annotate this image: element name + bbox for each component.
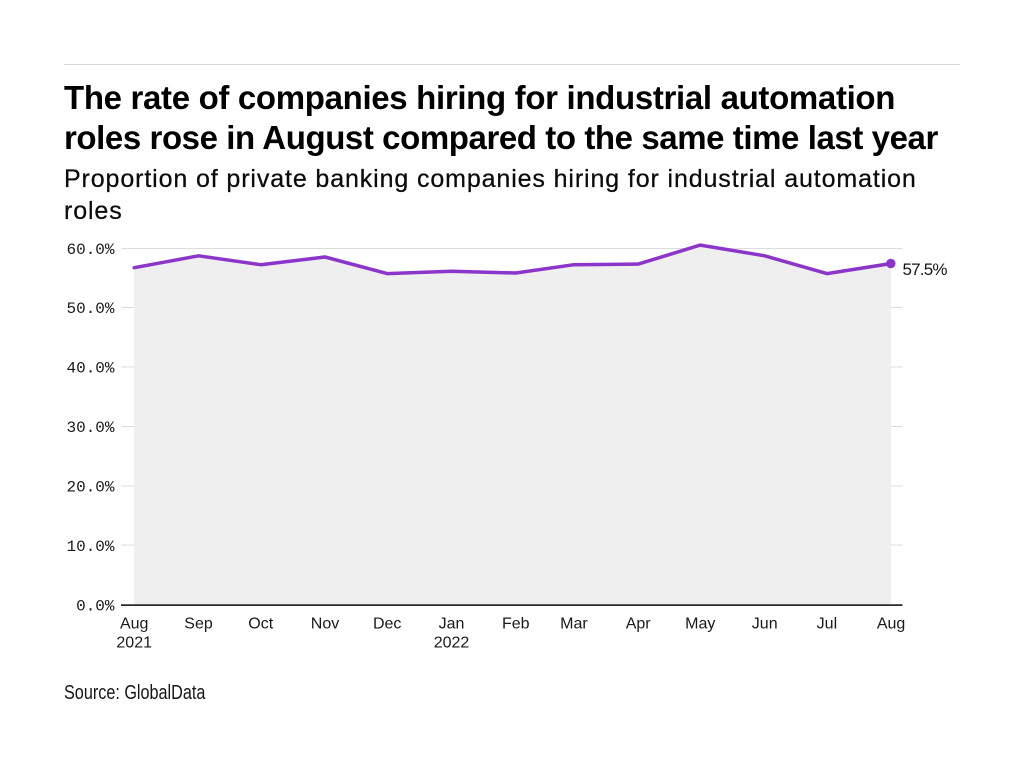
svg-text:50.0%: 50.0% xyxy=(66,300,114,318)
svg-text:10.0%: 10.0% xyxy=(66,538,114,556)
svg-text:Feb: Feb xyxy=(502,615,530,632)
svg-text:Jun: Jun xyxy=(752,615,778,632)
svg-text:Oct: Oct xyxy=(248,615,273,632)
svg-text:0.0%: 0.0% xyxy=(76,597,115,615)
svg-text:20.0%: 20.0% xyxy=(66,479,114,497)
svg-text:Dec: Dec xyxy=(373,615,401,632)
svg-text:40.0%: 40.0% xyxy=(66,360,114,378)
svg-text:2021: 2021 xyxy=(116,634,152,651)
svg-text:May: May xyxy=(685,615,715,632)
svg-text:Aug: Aug xyxy=(120,615,148,632)
svg-text:Nov: Nov xyxy=(311,615,339,632)
svg-text:57.5%: 57.5% xyxy=(903,260,948,279)
svg-text:Mar: Mar xyxy=(560,615,588,632)
svg-text:2022: 2022 xyxy=(434,634,470,651)
svg-text:Jan: Jan xyxy=(439,615,465,632)
svg-text:Aug: Aug xyxy=(877,615,905,632)
svg-text:Jul: Jul xyxy=(817,615,837,632)
svg-text:Sep: Sep xyxy=(184,615,213,632)
svg-text:Apr: Apr xyxy=(626,615,652,632)
svg-text:60.0%: 60.0% xyxy=(66,241,114,259)
svg-text:30.0%: 30.0% xyxy=(66,419,114,437)
